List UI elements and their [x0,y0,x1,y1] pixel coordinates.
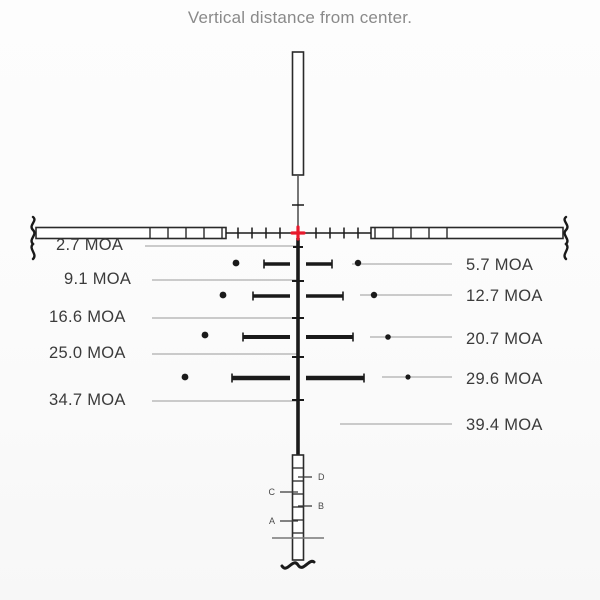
left-moa-labels: 2.7 MOA 9.1 MOA 16.6 MOA 25.0 MOA 34.7 MOA [49,236,131,409]
horizontal-crosshair [30,215,569,261]
moa-label: 29.6 MOA [466,370,543,388]
right-reference-dot [405,374,411,380]
holdover-hash-bars [231,259,365,383]
vertical-crosshair [272,51,324,570]
moa-label: 9.1 MOA [64,270,131,288]
center-aiming-point-marker [290,225,306,241]
abcd-tick-marks [280,476,312,522]
moa-label: 25.0 MOA [49,344,126,362]
moa-label: 16.6 MOA [49,308,126,326]
right-moa-labels: 5.7 MOA 12.7 MOA 20.7 MOA 29.6 MOA 39.4 MOA [466,256,543,434]
minor-tick-marks [292,246,304,401]
moa-label: 39.4 MOA [466,416,543,434]
left-reference-dot [232,259,240,267]
moa-label: 5.7 MOA [466,256,533,274]
moa-label: 2.7 MOA [56,236,123,254]
right-horizontal-post [370,226,564,240]
axis-end-brace [563,215,569,261]
moa-label: 20.7 MOA [466,330,543,348]
page-title: Vertical distance from center. [187,8,413,27]
left-reference-dot [181,373,189,381]
left-connector-lines [145,245,298,402]
abcd-label-b: B [318,501,324,511]
right-reference-dot [354,259,362,267]
right-reference-dot [370,291,378,299]
axis-end-brace [30,215,36,261]
moa-label: 34.7 MOA [49,391,126,409]
right-reference-dots [354,259,411,380]
upper-vertical-post [291,51,305,176]
abcd-label-d: D [318,472,325,482]
abcd-labels: D C B A [269,472,326,526]
left-reference-dots [181,259,240,381]
abcd-label-c: C [269,487,276,497]
left-reference-dot [201,331,209,339]
right-reference-dot [385,334,391,340]
abcd-label-a: A [269,516,275,526]
moa-label: 12.7 MOA [466,287,543,305]
left-reference-dot [219,291,227,299]
axis-bottom-squiggle [280,559,316,570]
right-connector-lines [340,263,452,425]
